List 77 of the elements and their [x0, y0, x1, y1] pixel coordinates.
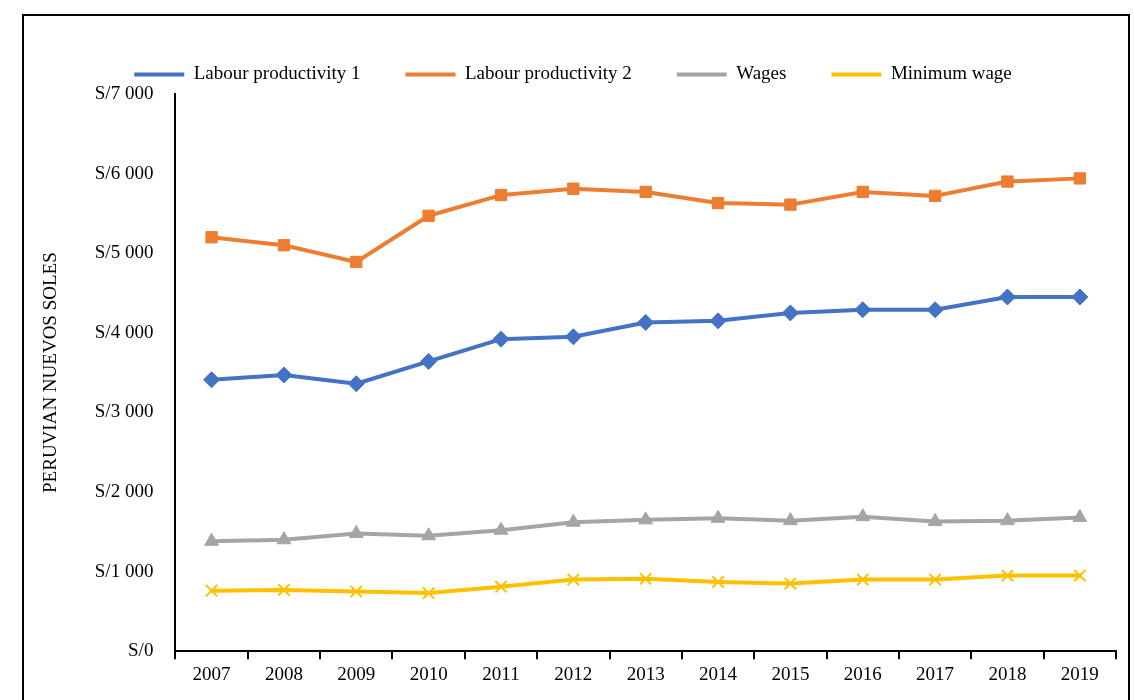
legend-label: Labour productivity 1	[193, 62, 361, 84]
y-tick-label: S/5 000	[94, 241, 154, 263]
y-axis-title: PERUVIAN NUEVOS SOLES	[39, 252, 61, 493]
x-tick-label: 2016	[843, 662, 882, 684]
point	[204, 584, 219, 598]
legend-label: Wages	[736, 62, 787, 84]
point	[349, 584, 363, 599]
point	[709, 312, 727, 330]
point	[856, 185, 869, 199]
point	[422, 209, 435, 222]
point	[205, 231, 218, 244]
point	[781, 304, 799, 322]
point	[421, 527, 437, 541]
point	[710, 509, 726, 523]
x-tick-label: 2015	[771, 662, 810, 684]
y-tick-label: S/0	[128, 639, 154, 661]
point	[926, 301, 944, 319]
point	[277, 583, 291, 597]
x-tick-label: 2013	[626, 662, 665, 684]
point	[567, 182, 580, 195]
point	[998, 288, 1016, 306]
x-tick-label: 2019	[1060, 662, 1099, 684]
point	[203, 371, 221, 389]
point	[350, 255, 363, 269]
y-tick-label: S/2 000	[94, 479, 154, 501]
point	[204, 532, 219, 546]
point	[782, 512, 798, 526]
point	[277, 239, 291, 252]
x-tick-label: 2012	[554, 662, 593, 684]
point	[276, 531, 292, 545]
x-tick-label: 2010	[409, 662, 448, 684]
point	[565, 513, 581, 527]
point	[1072, 508, 1088, 522]
point	[928, 189, 942, 203]
point	[639, 185, 652, 199]
point	[637, 313, 655, 331]
point	[566, 572, 580, 587]
x-tick-label: 2007	[192, 662, 231, 684]
legend-label: Labour productivity 2	[464, 62, 632, 84]
point	[420, 352, 438, 370]
x-tick-label: 2017	[916, 662, 955, 684]
point	[348, 524, 364, 538]
point	[854, 301, 872, 319]
point	[1000, 568, 1015, 583]
legend-label: Minimum wage	[890, 62, 1012, 84]
point	[1000, 512, 1015, 526]
point	[855, 508, 871, 522]
point	[856, 572, 870, 587]
point	[494, 580, 508, 594]
point	[711, 575, 725, 589]
point	[1071, 288, 1089, 306]
point	[1001, 175, 1014, 188]
y-tick-label: S/3 000	[94, 400, 154, 422]
point	[347, 375, 365, 393]
point	[783, 576, 798, 591]
x-tick-label: 2018	[988, 662, 1027, 684]
y-tick-label: S/6 000	[94, 161, 154, 183]
x-tick-label: 2011	[482, 662, 520, 684]
y-tick-label: S/4 000	[94, 320, 154, 342]
point	[1073, 568, 1087, 583]
point	[492, 330, 510, 348]
point	[275, 366, 293, 384]
y-tick-label: S/1 000	[94, 559, 154, 581]
point	[493, 521, 509, 535]
point	[1073, 172, 1086, 185]
point	[421, 586, 436, 600]
point	[784, 198, 797, 211]
point	[494, 188, 508, 202]
point	[638, 511, 654, 525]
point	[927, 512, 943, 526]
point	[711, 196, 725, 210]
y-tick-label: S/7 000	[94, 81, 154, 103]
x-tick-label: 2014	[699, 662, 738, 684]
x-tick-label: 2009	[337, 662, 376, 684]
point	[639, 572, 653, 586]
x-tick-label: 2008	[264, 662, 303, 684]
point	[928, 572, 942, 587]
